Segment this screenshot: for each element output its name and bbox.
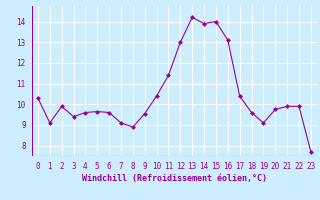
X-axis label: Windchill (Refroidissement éolien,°C): Windchill (Refroidissement éolien,°C) bbox=[82, 174, 267, 183]
